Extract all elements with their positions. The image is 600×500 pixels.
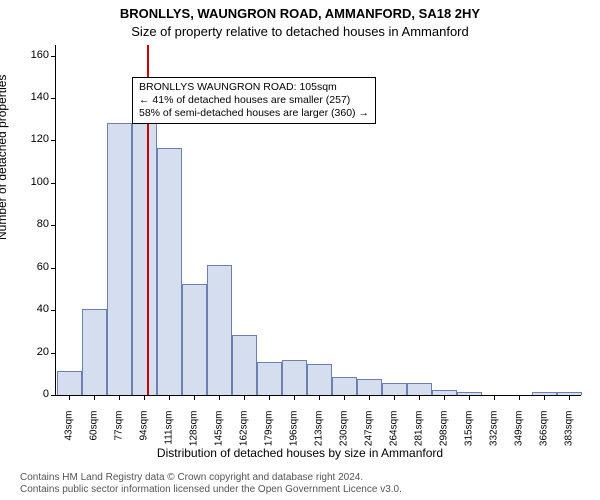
- histogram-bar: [282, 360, 307, 395]
- chart-title-line1: BRONLLYS, WAUNGRON ROAD, AMMANFORD, SA18…: [0, 6, 600, 21]
- x-tick: [244, 395, 245, 400]
- x-tick: [419, 395, 420, 400]
- y-tick-label: 140: [21, 91, 49, 103]
- histogram-bar: [207, 265, 232, 395]
- x-tick: [69, 395, 70, 400]
- x-tick: [469, 395, 470, 400]
- y-axis-label: Number of detached properties: [0, 75, 9, 240]
- histogram-bar: [132, 120, 157, 395]
- y-tick-label: 60: [21, 261, 49, 273]
- histogram-bar: [457, 392, 482, 395]
- annotation-line1: BRONLLYS WAUNGRON ROAD: 105sqm: [139, 81, 369, 94]
- x-tick: [344, 395, 345, 400]
- y-tick: [51, 140, 56, 141]
- chart-container: BRONLLYS, WAUNGRON ROAD, AMMANFORD, SA18…: [0, 0, 600, 500]
- copyright-line1: Contains HM Land Registry data © Crown c…: [20, 472, 402, 484]
- histogram-bar: [407, 383, 432, 395]
- x-tick: [319, 395, 320, 400]
- x-tick: [494, 395, 495, 400]
- x-axis-label: Distribution of detached houses by size …: [0, 446, 600, 460]
- y-tick-label: 80: [21, 218, 49, 230]
- annotation-box: BRONLLYS WAUNGRON ROAD: 105sqm← 41% of d…: [132, 77, 376, 124]
- y-tick-label: 160: [21, 49, 49, 61]
- y-tick-label: 0: [21, 388, 49, 400]
- x-tick: [169, 395, 170, 400]
- x-tick: [94, 395, 95, 400]
- histogram-bar: [257, 362, 282, 395]
- copyright-line2: Contains public sector information licen…: [20, 484, 402, 496]
- histogram-bar: [157, 148, 182, 395]
- histogram-bar: [232, 335, 257, 395]
- x-tick: [119, 395, 120, 400]
- y-tick: [51, 353, 56, 354]
- histogram-bar: [307, 364, 332, 395]
- y-tick: [51, 395, 56, 396]
- x-tick: [544, 395, 545, 400]
- x-tick: [269, 395, 270, 400]
- x-tick: [369, 395, 370, 400]
- y-tick-label: 120: [21, 133, 49, 145]
- annotation-line3: 58% of semi-detached houses are larger (…: [139, 107, 369, 120]
- histogram-bar: [332, 377, 357, 395]
- y-tick: [51, 98, 56, 99]
- histogram-bar: [57, 371, 82, 395]
- x-tick: [444, 395, 445, 400]
- histogram-bar: [382, 383, 407, 395]
- x-tick: [394, 395, 395, 400]
- histogram-bar: [182, 284, 207, 395]
- x-tick: [519, 395, 520, 400]
- histogram-bar: [357, 379, 382, 395]
- histogram-bar: [432, 390, 457, 395]
- annotation-line2: ← 41% of detached houses are smaller (25…: [139, 94, 369, 107]
- copyright-notice: Contains HM Land Registry data © Crown c…: [20, 472, 402, 496]
- y-tick-label: 20: [21, 346, 49, 358]
- y-tick: [51, 225, 56, 226]
- chart-title-line2: Size of property relative to detached ho…: [0, 24, 600, 39]
- histogram-bar: [557, 392, 582, 395]
- y-tick-label: 40: [21, 303, 49, 315]
- y-tick: [51, 310, 56, 311]
- histogram-bar: [107, 123, 132, 396]
- y-tick-label: 100: [21, 176, 49, 188]
- x-tick: [569, 395, 570, 400]
- plot-area: 02040608010012014016043sqm60sqm77sqm94sq…: [55, 45, 581, 396]
- histogram-bar: [532, 392, 557, 395]
- y-tick: [51, 183, 56, 184]
- histogram-bar: [82, 309, 107, 395]
- x-tick: [194, 395, 195, 400]
- y-tick: [51, 56, 56, 57]
- x-tick: [144, 395, 145, 400]
- x-tick: [219, 395, 220, 400]
- y-tick: [51, 268, 56, 269]
- x-tick: [294, 395, 295, 400]
